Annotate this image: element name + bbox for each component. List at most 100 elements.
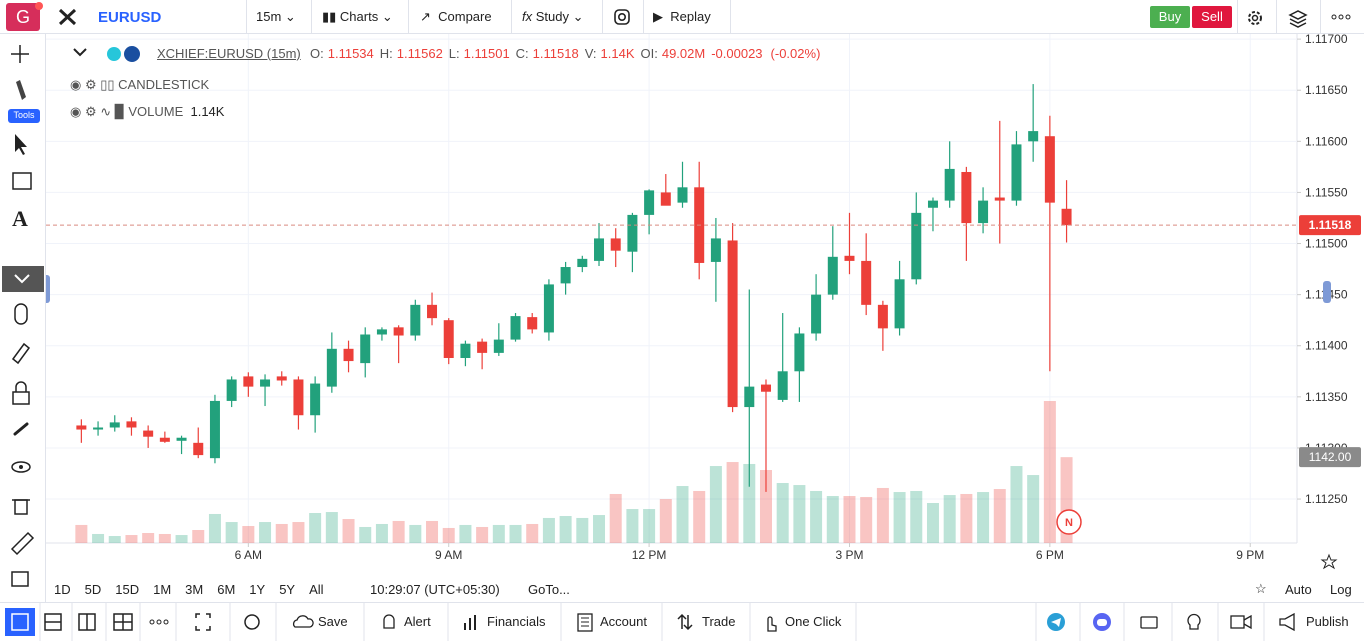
range-buttons: 1D 5D 15D 1M 3M 6M 1Y 5Y All bbox=[54, 582, 338, 597]
candle-body bbox=[777, 371, 788, 400]
legend-value: 49.02M bbox=[661, 46, 706, 61]
auto-button[interactable]: Auto bbox=[1285, 582, 1312, 597]
volume-bar bbox=[142, 533, 155, 543]
candle-body bbox=[710, 238, 721, 262]
replay-button[interactable]: ▶︎ Replay bbox=[653, 9, 711, 24]
axes: 1.11700 1.11650 1.11600 1.11550 1.11500 1.114… bbox=[46, 34, 1361, 562]
interval[interactable]: 15m ⌄ bbox=[256, 9, 296, 24]
volume-bar bbox=[860, 496, 873, 543]
range-button[interactable]: All bbox=[309, 582, 324, 597]
candle-body bbox=[911, 212, 922, 280]
publish-button[interactable]: Publish bbox=[1306, 614, 1349, 629]
sell-button[interactable]: Sell bbox=[1192, 6, 1232, 28]
candle-body bbox=[594, 238, 605, 261]
candle-body bbox=[109, 422, 120, 428]
x-tick-label: 12 PM bbox=[632, 548, 667, 562]
x-tick-label: 9 PM bbox=[1236, 548, 1264, 562]
left-toolbar: Tools A bbox=[0, 34, 46, 602]
volume-bar bbox=[876, 487, 889, 543]
logo[interactable]: G bbox=[6, 3, 40, 31]
volume-bar bbox=[693, 490, 706, 543]
favorite-icon[interactable]: ☆ bbox=[1255, 581, 1267, 596]
candle-body bbox=[1028, 131, 1039, 142]
candle-body bbox=[811, 294, 822, 334]
symbol[interactable]: EURUSD bbox=[98, 9, 162, 26]
settings-icon[interactable] bbox=[1245, 8, 1265, 28]
range-button[interactable]: 1Y bbox=[249, 582, 266, 597]
volume-bar bbox=[910, 490, 923, 543]
study-button[interactable]: fx Study ⌄ bbox=[522, 9, 584, 24]
range-button[interactable]: 5D bbox=[84, 582, 102, 597]
range-button[interactable]: 5Y bbox=[279, 582, 296, 597]
volume-label: 1142.00 bbox=[1309, 450, 1352, 464]
legend-symbol[interactable]: XCHIEF:EURUSD (15m) bbox=[157, 46, 301, 61]
more-icon[interactable] bbox=[1330, 12, 1352, 22]
log-button[interactable]: Log bbox=[1330, 582, 1352, 597]
candle-body bbox=[93, 427, 104, 430]
volume-bar bbox=[743, 463, 756, 543]
y-tick-label: 1.11550 bbox=[1305, 185, 1348, 199]
range-button[interactable]: 1M bbox=[153, 582, 172, 597]
candle-body bbox=[944, 168, 955, 201]
volume-bar bbox=[526, 523, 539, 543]
layers-icon[interactable] bbox=[1288, 8, 1308, 28]
goto-button[interactable]: GoTo... bbox=[528, 582, 570, 597]
y-tick-label: 1.11650 bbox=[1305, 83, 1348, 97]
collapse-handle[interactable] bbox=[1323, 281, 1331, 303]
volume-bar bbox=[810, 490, 823, 543]
candle-body bbox=[477, 341, 488, 353]
volume-bar bbox=[292, 522, 305, 543]
candlestick-study: ◉ ⚙ ▯▯ CANDLESTICK bbox=[70, 77, 210, 92]
range-button[interactable]: 3M bbox=[185, 582, 204, 597]
bottom-icons bbox=[5, 603, 1295, 641]
candle-body bbox=[577, 258, 588, 268]
candle-body bbox=[861, 260, 872, 305]
news-marker[interactable] bbox=[1056, 509, 1082, 535]
bottom-toolbar: Save Alert Financials Account Trade One … bbox=[0, 602, 1364, 641]
candle-body bbox=[978, 200, 989, 224]
range-button[interactable]: 6M bbox=[217, 582, 236, 597]
notification-dot bbox=[35, 2, 43, 10]
collapse-handle[interactable] bbox=[46, 275, 50, 303]
save-button[interactable]: Save bbox=[318, 614, 348, 629]
candle-body bbox=[293, 379, 304, 416]
volume-bar bbox=[559, 516, 572, 543]
separator bbox=[1320, 0, 1321, 34]
x-icon[interactable] bbox=[58, 8, 78, 26]
trade-button[interactable]: Trade bbox=[702, 614, 736, 629]
account-button[interactable]: Account bbox=[600, 614, 647, 629]
instagram-icon[interactable] bbox=[613, 8, 631, 26]
compare-button[interactable]: ↗ Compare bbox=[420, 9, 492, 24]
x-tick-label: 3 PM bbox=[835, 548, 863, 562]
range-button[interactable]: 15D bbox=[115, 582, 140, 597]
interval-label: 15m bbox=[256, 9, 282, 24]
volume-bar bbox=[509, 524, 522, 543]
volume-bar bbox=[843, 496, 856, 543]
one-click-button[interactable]: One Click bbox=[785, 614, 842, 629]
candle-body bbox=[994, 197, 1005, 201]
volume-bar bbox=[375, 523, 388, 543]
legend-value: 1.11534 bbox=[327, 46, 374, 61]
volume-bar bbox=[676, 486, 689, 543]
volume-bar bbox=[409, 524, 422, 543]
tool-icons[interactable] bbox=[0, 34, 46, 602]
buy-button[interactable]: Buy bbox=[1150, 6, 1190, 28]
candle-body bbox=[610, 238, 621, 251]
candle-body bbox=[927, 200, 938, 208]
alert-button[interactable]: Alert bbox=[404, 614, 431, 629]
study-label: Study bbox=[535, 9, 569, 24]
range-button[interactable]: 1D bbox=[54, 582, 71, 597]
volume-bar bbox=[108, 536, 121, 543]
volume-bar bbox=[960, 493, 973, 543]
candle-body bbox=[760, 384, 771, 392]
volume-label-box bbox=[1299, 447, 1361, 468]
volume-bar bbox=[476, 526, 489, 543]
financials-button[interactable]: Financials bbox=[487, 614, 546, 629]
screenshot-icon[interactable] bbox=[1320, 553, 1338, 570]
candle-body bbox=[260, 379, 271, 387]
charts-button[interactable]: ▮▮ Charts ⌄ bbox=[322, 9, 393, 24]
volume-bar bbox=[225, 522, 238, 543]
charts-label: Charts bbox=[339, 9, 379, 24]
text-tool[interactable]: A bbox=[12, 206, 28, 231]
volume-bar bbox=[593, 515, 606, 543]
